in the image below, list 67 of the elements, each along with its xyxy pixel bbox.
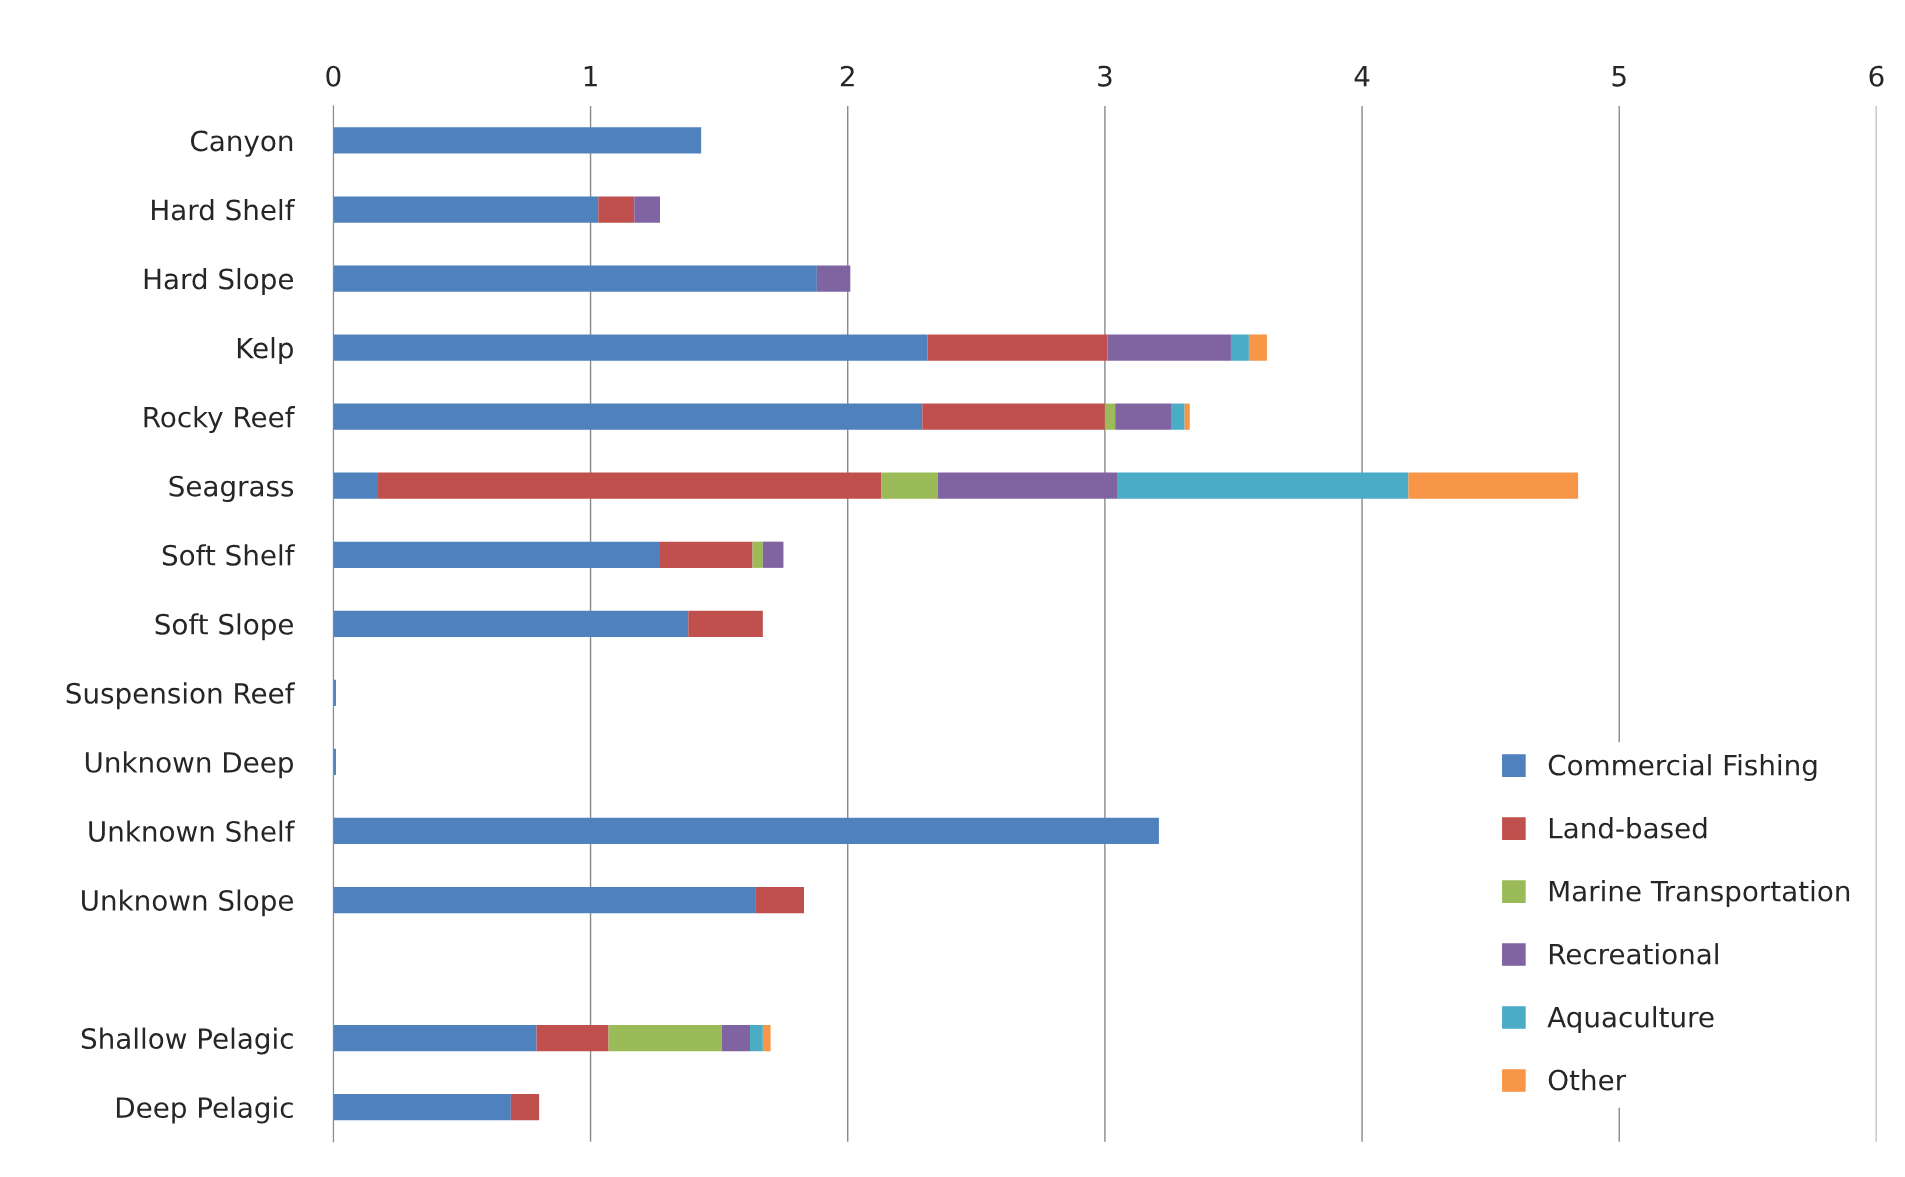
bar — [927, 334, 1108, 361]
bar — [333, 472, 378, 499]
y-tick-label: Deep Pelagic — [116, 1096, 293, 1124]
bar — [333, 817, 1159, 845]
y-tick-label: Unknown Deep — [85, 751, 293, 779]
bar — [755, 886, 805, 914]
bar — [608, 1024, 722, 1052]
bar — [333, 196, 599, 223]
bar — [634, 196, 660, 223]
y-tick-label: Unknown Shelf — [89, 820, 296, 842]
x-tick-label: 3 — [1098, 65, 1112, 87]
y-tick-label: Unknown Slope — [82, 889, 294, 917]
bar — [333, 1094, 511, 1121]
legend-label: Land-based — [1549, 817, 1707, 839]
bar — [1115, 403, 1172, 430]
bar — [1248, 334, 1267, 361]
legend-label: Other — [1548, 1069, 1627, 1091]
bar — [333, 334, 928, 361]
bar — [1171, 403, 1185, 430]
x-tick-label: 6 — [1869, 65, 1884, 87]
bar — [1104, 403, 1116, 430]
bar — [333, 265, 817, 292]
bar — [333, 403, 923, 430]
x-tick-label: 2 — [840, 65, 854, 87]
bar — [762, 541, 784, 568]
bar — [937, 472, 1118, 499]
y-tick-label: Soft Shelf — [162, 544, 296, 566]
bar — [659, 541, 753, 568]
y-tick-label: Kelp — [237, 337, 293, 364]
bar — [881, 472, 938, 499]
y-tick-label: Shallow Pelagic — [81, 1027, 293, 1055]
y-tick-label: Suspension Reef — [66, 682, 296, 710]
bar — [721, 1024, 750, 1052]
bar — [1107, 334, 1231, 361]
legend-label: Marine Transportation — [1549, 880, 1850, 907]
bar — [377, 472, 882, 499]
y-tick-label: Hard Slope — [144, 268, 293, 295]
bar — [510, 1094, 540, 1121]
x-tick-label: 4 — [1354, 66, 1370, 87]
bar — [333, 1024, 537, 1052]
bar — [333, 886, 756, 914]
bar — [922, 403, 1105, 430]
bar — [762, 1024, 771, 1052]
y-tick-label: Hard Shelf — [152, 198, 296, 221]
bar — [816, 265, 851, 292]
bar — [688, 610, 763, 637]
bar — [598, 196, 635, 223]
bar — [1230, 334, 1249, 361]
y-tick-label: Canyon — [190, 130, 293, 157]
legend-label: Recreational — [1549, 943, 1718, 965]
y-tick-label: Rocky Reef — [144, 406, 296, 433]
x-tick-label: 0 — [326, 65, 341, 87]
bar — [333, 127, 702, 154]
bar — [536, 1024, 609, 1052]
bar — [750, 1024, 763, 1052]
legend-label: Commercial Fishing — [1548, 754, 1817, 781]
x-tick-label: 1 — [584, 66, 597, 87]
bar — [1408, 472, 1579, 499]
x-tick-label: 5 — [1612, 66, 1626, 87]
bar — [1184, 403, 1190, 430]
legend-label: Aquaculture — [1547, 1006, 1714, 1033]
bar — [333, 541, 660, 568]
bar — [752, 541, 763, 568]
bar — [333, 610, 689, 637]
bar — [1117, 472, 1409, 499]
y-tick-label: Seagrass — [169, 475, 294, 503]
y-tick-label: Soft Slope — [155, 613, 293, 641]
